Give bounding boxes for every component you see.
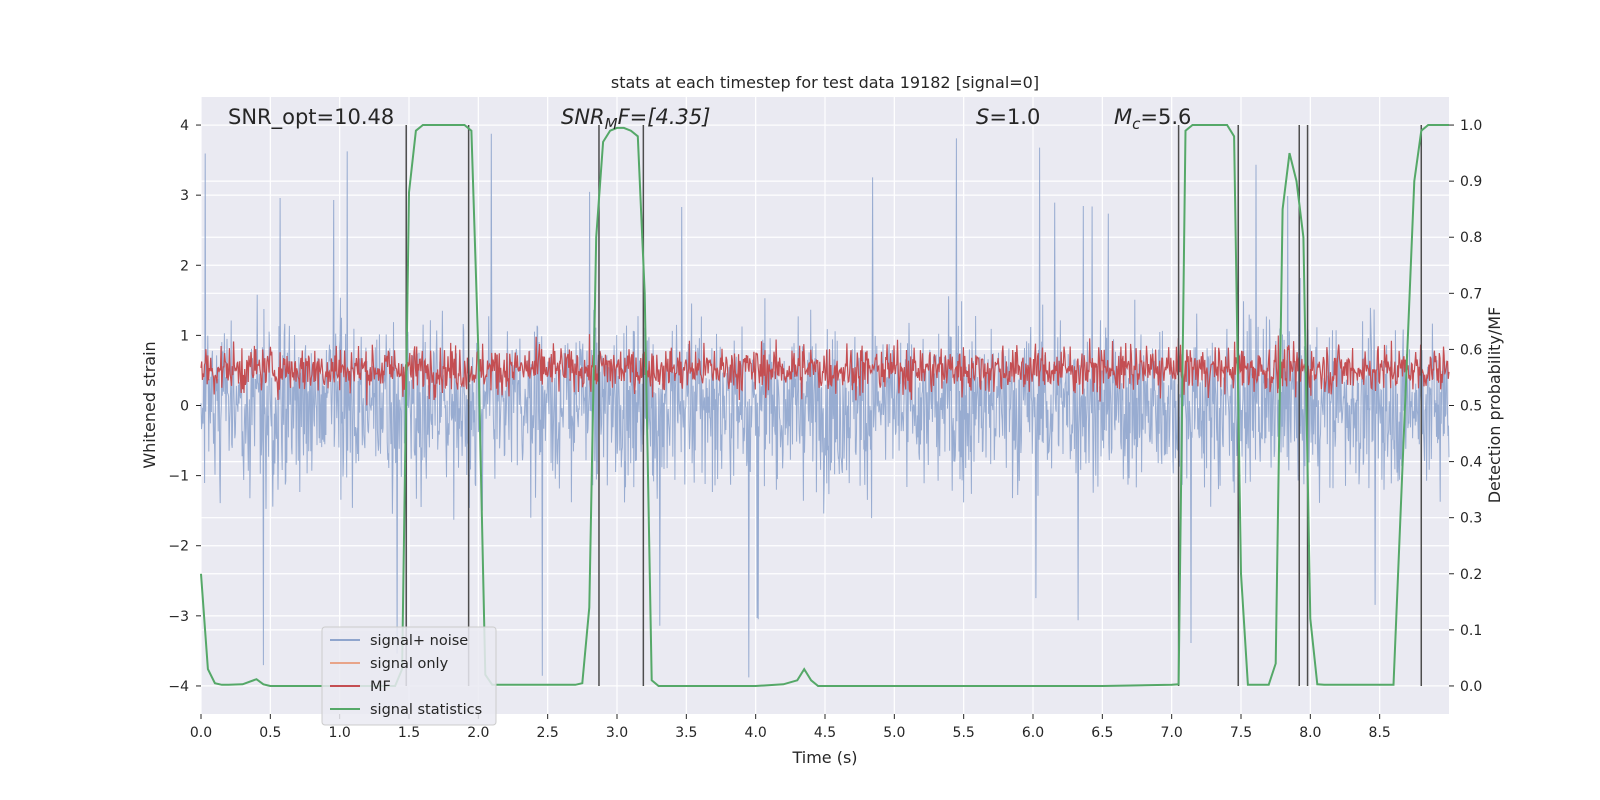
x-tick-label: 3.5	[675, 725, 697, 741]
annotation-snr-mf-rest: F=[4.35]	[618, 105, 711, 129]
x-tick-label: 3.0	[606, 725, 628, 741]
y-tick-label: −4	[168, 679, 189, 695]
y2-tick-label: 0.8	[1460, 230, 1482, 246]
x-tick-label: 6.0	[1022, 725, 1044, 741]
y2-tick-label: 0.9	[1460, 174, 1482, 190]
y-axis-ticks: −4 −3 −2 −1 0 1 2 3 4	[168, 118, 201, 695]
y-tick-label: 1	[180, 328, 189, 344]
x-axis-label: Time (s)	[791, 748, 857, 767]
y2-tick-label: 0.3	[1460, 511, 1482, 527]
annotation-snr-mf-base: SNR	[561, 105, 605, 129]
x-tick-label: 1.5	[398, 725, 420, 741]
annotation-s-var: S	[976, 105, 989, 129]
annotation-s: S=1.0	[976, 105, 1040, 129]
y2-tick-label: 0.0	[1460, 679, 1482, 695]
x-tick-label: 4.5	[814, 725, 836, 741]
y2-axis-label: Detection probability/MF	[1485, 307, 1504, 504]
annotation-mc-var: M	[1114, 105, 1132, 129]
y2-tick-label: 0.7	[1460, 286, 1482, 302]
y2-axis-ticks: 0.0 0.1 0.2 0.3 0.4 0.5 0.6 0.7 0.8 0.9 1.0	[1449, 118, 1482, 695]
annotation-mc-sub: c	[1132, 115, 1141, 133]
legend-label-signal-noise: signal+ noise	[370, 633, 468, 649]
annotation-snr-mf: SNRMF=[4.35]	[561, 105, 710, 133]
y2-tick-label: 0.1	[1460, 623, 1482, 639]
x-tick-label: 2.5	[537, 725, 559, 741]
y2-tick-label: 0.5	[1460, 399, 1482, 415]
legend: signal+ noise signal only MF signal stat…	[321, 626, 497, 726]
chart-title: stats at each timestep for test data 191…	[611, 73, 1039, 92]
y-tick-label: 4	[180, 118, 189, 134]
x-tick-label: 0.5	[259, 725, 281, 741]
y-tick-label: 3	[180, 188, 189, 204]
x-tick-label: 4.0	[745, 725, 767, 741]
y-tick-label: −2	[168, 539, 189, 555]
y-tick-label: −1	[168, 469, 189, 485]
y-tick-label: 2	[180, 258, 189, 274]
y2-tick-label: 1.0	[1460, 118, 1482, 134]
x-tick-label: 2.0	[467, 725, 489, 741]
y-tick-label: 0	[180, 399, 189, 415]
x-tick-label: 5.5	[953, 725, 975, 741]
y2-tick-label: 0.2	[1460, 567, 1482, 583]
y2-tick-label: 0.6	[1460, 342, 1482, 358]
legend-label-signal-statistics: signal statistics	[370, 702, 482, 718]
annotation-mc: Mc=5.6	[1114, 105, 1191, 133]
x-tick-label: 8.5	[1369, 725, 1391, 741]
legend-box	[321, 626, 497, 726]
grid-lines	[200, 97, 1449, 714]
annotation-s-rest: =1.0	[989, 105, 1040, 129]
annotation-snr-mf-sub: M	[605, 115, 618, 133]
x-axis-ticks: 0.0 0.5 1.0 1.5 2.0 2.5 3.0 3.5 4.0 4.5 5.0 5.5 6.0 6…	[190, 714, 1391, 741]
x-tick-label: 7.0	[1161, 725, 1183, 741]
y-axis-label: Whitened strain	[140, 341, 159, 468]
annotation-mc-rest: =5.6	[1140, 105, 1191, 129]
x-tick-label: 5.0	[883, 725, 905, 741]
mf-series	[200, 334, 1450, 406]
event-markers	[405, 125, 1423, 686]
signal-noise-line	[200, 133, 1450, 678]
x-tick-label: 7.5	[1230, 725, 1252, 741]
y-tick-label: −3	[168, 609, 189, 625]
x-tick-label: 0.0	[190, 725, 212, 741]
x-tick-label: 6.5	[1091, 725, 1113, 741]
legend-label-signal-only: signal only	[370, 656, 449, 672]
y2-tick-label: 0.4	[1460, 455, 1482, 471]
annotation-snr-opt: SNR_opt=10.48	[228, 105, 394, 130]
x-tick-label: 1.0	[329, 725, 351, 741]
mf-line	[200, 334, 1450, 406]
legend-label-mf: MF	[370, 679, 391, 695]
signal-noise-series	[200, 133, 1450, 678]
x-tick-label: 8.0	[1299, 725, 1321, 741]
